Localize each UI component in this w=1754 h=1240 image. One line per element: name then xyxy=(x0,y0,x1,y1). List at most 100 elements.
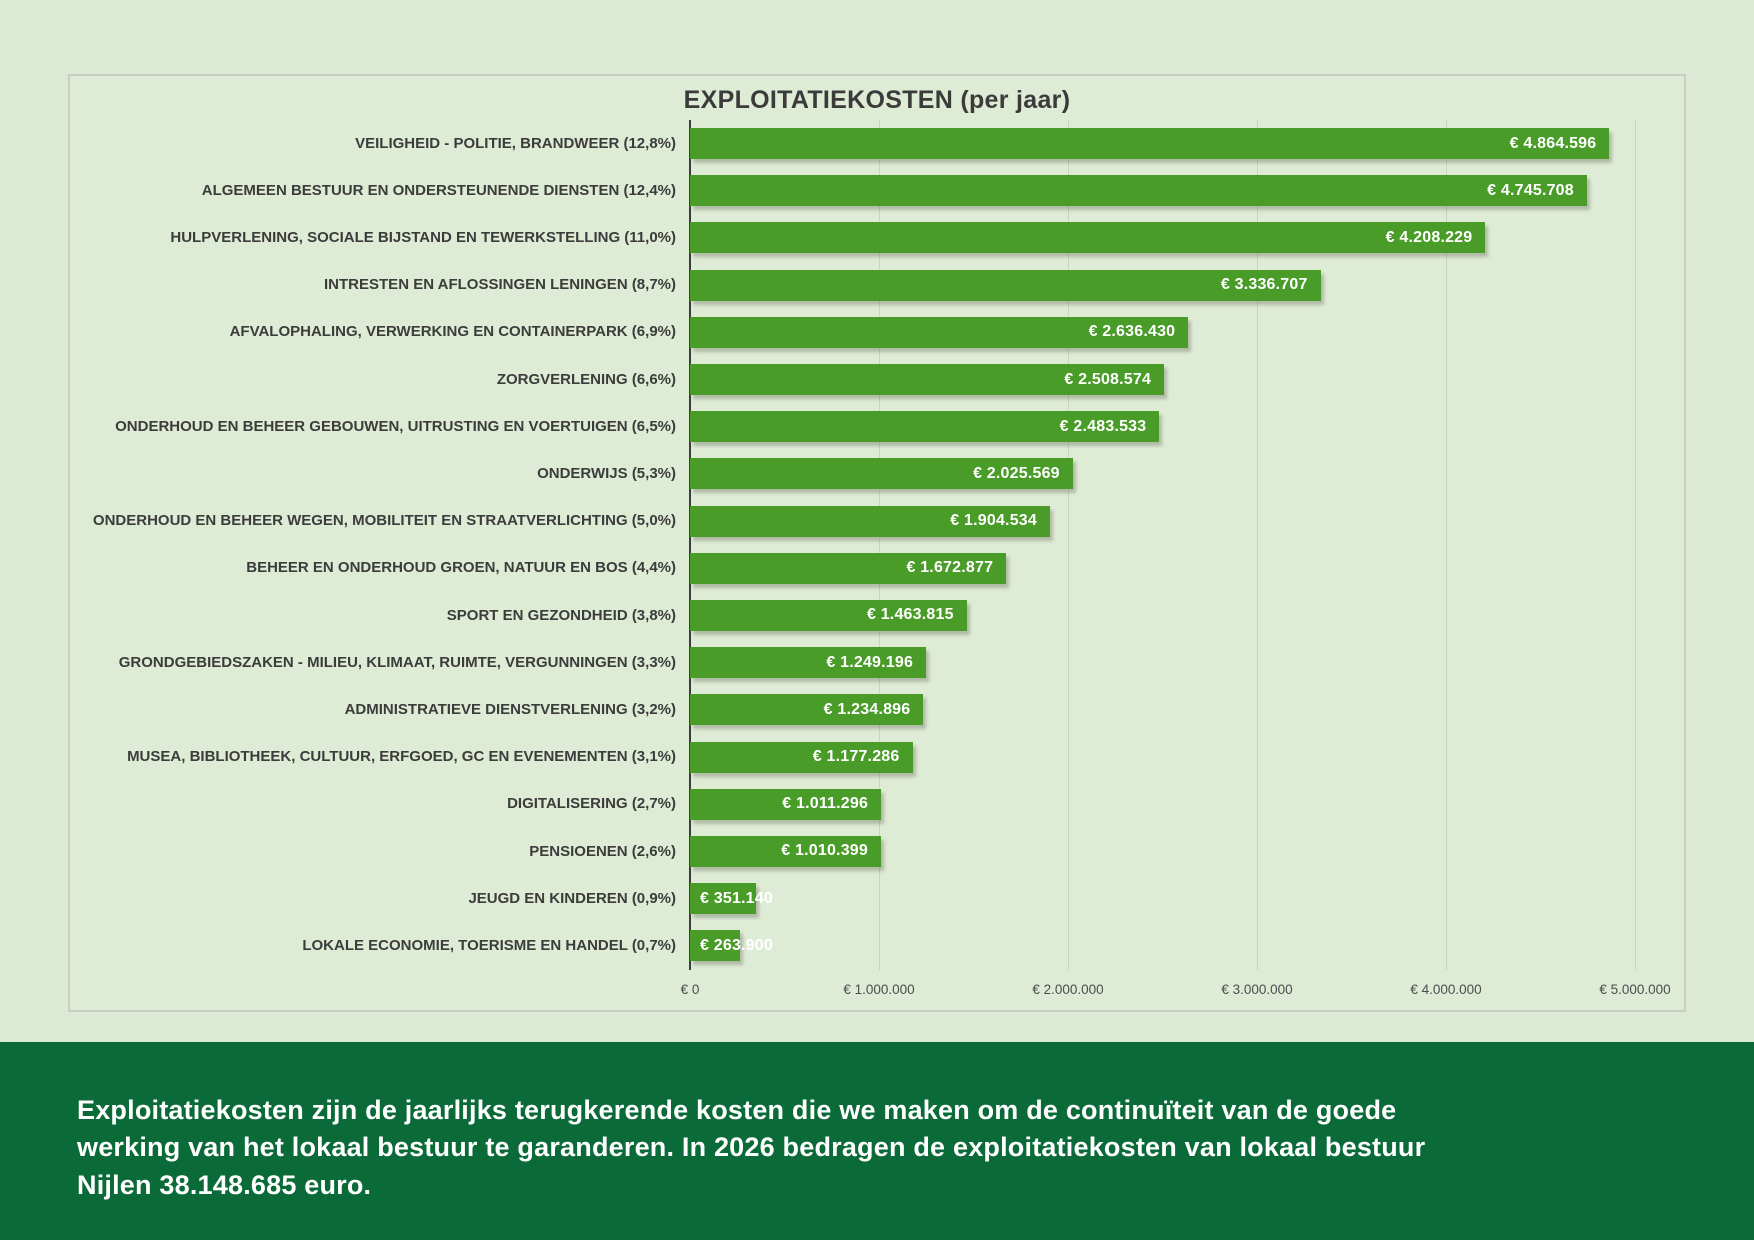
bar-row: MUSEA, BIBLIOTHEEK, CULTUUR, ERFGOED, GC… xyxy=(70,733,1684,780)
bar-value-label: € 4.208.229 xyxy=(1385,228,1473,246)
bar-row: ONDERHOUD EN BEHEER GEBOUWEN, UITRUSTING… xyxy=(70,403,1684,450)
category-label: VEILIGHEID - POLITIE, BRANDWEER (12,8%) xyxy=(355,134,676,152)
bar: € 1.011.296 xyxy=(690,788,882,820)
bar-track: € 4.745.708 xyxy=(690,175,1684,207)
gridline xyxy=(1446,120,1447,970)
bar-track: € 1.904.534 xyxy=(690,505,1684,537)
bar-row: DIGITALISERING (2,7%) € 1.011.296 xyxy=(70,781,1684,828)
category-label: ONDERWIJS (5,3%) xyxy=(537,465,676,483)
bar-track: € 1.463.815 xyxy=(690,599,1684,631)
bar: € 1.672.877 xyxy=(690,552,1007,584)
x-tick-label: € 4.000.000 xyxy=(1410,982,1482,997)
footer: Exploitatiekosten zijn de jaarlijks teru… xyxy=(0,1042,1754,1240)
bar-track: € 351.140 xyxy=(690,883,1684,915)
y-axis-line xyxy=(689,120,691,970)
bar-row: VEILIGHEID - POLITIE, BRANDWEER (12,8%) €… xyxy=(70,120,1684,167)
bar-track: € 1.234.896 xyxy=(690,694,1684,726)
category-label: ONDERHOUD EN BEHEER GEBOUWEN, UITRUSTING… xyxy=(115,417,676,435)
x-tick-label: € 2.000.000 xyxy=(1032,982,1104,997)
bar-rows: VEILIGHEID - POLITIE, BRANDWEER (12,8%) €… xyxy=(70,120,1684,970)
bar-value-label: € 1.249.196 xyxy=(826,653,914,671)
bar: € 2.483.533 xyxy=(690,411,1160,443)
plot-area: VEILIGHEID - POLITIE, BRANDWEER (12,8%) €… xyxy=(70,120,1686,997)
bar-row: ZORGVERLENING (6,6%) € 2.508.574 xyxy=(70,356,1684,403)
bar-track: € 2.636.430 xyxy=(690,316,1684,348)
gridlines xyxy=(689,120,1686,970)
bar-value-label: € 2.025.569 xyxy=(973,464,1060,482)
category-label: JEUGD EN KINDEREN (0,9%) xyxy=(468,889,676,907)
bar-track: € 4.208.229 xyxy=(690,222,1684,254)
bar: € 1.010.399 xyxy=(690,835,881,867)
footer-text: Exploitatiekosten zijn de jaarlijks teru… xyxy=(77,1095,1426,1200)
bar-row: BEHEER EN ONDERHOUD GROEN, NATUUR EN BOS… xyxy=(70,545,1684,592)
bar: € 2.508.574 xyxy=(690,364,1165,396)
bar: € 1.463.815 xyxy=(690,599,967,631)
category-label: INTRESTEN EN AFLOSSINGEN LENINGEN (8,7%) xyxy=(324,276,676,294)
bar: € 1.904.534 xyxy=(690,505,1050,537)
bar-track: € 1.011.296 xyxy=(690,788,1684,820)
bar-track: € 1.177.286 xyxy=(690,741,1684,773)
chart-title: EXPLOITATIEKOSTEN (per jaar) xyxy=(683,86,1071,114)
bar-row: ADMINISTRATIEVE DIENSTVERLENING (3,2%) € … xyxy=(70,686,1684,733)
bar-row: ALGEMEEN BESTUUR EN ONDERSTEUNENDE DIENS… xyxy=(70,167,1684,214)
bar: € 4.208.229 xyxy=(690,222,1486,254)
bar-value-label: € 1.010.399 xyxy=(781,842,868,860)
bar: € 2.636.430 xyxy=(690,316,1189,348)
category-label: PENSIOENEN (2,6%) xyxy=(529,842,676,860)
bar-value-label: € 2.483.533 xyxy=(1059,417,1147,435)
bar-track: € 1.010.399 xyxy=(690,835,1684,867)
bar-row: LOKALE ECONOMIE, TOERISME EN HANDEL (0,7… xyxy=(70,922,1684,969)
bar-row: ONDERWIJS (5,3%) € 2.025.569 xyxy=(70,450,1684,497)
bar-row: HULPVERLENING, SOCIALE BIJSTAND EN TEWER… xyxy=(70,214,1684,261)
category-label: LOKALE ECONOMIE, TOERISME EN HANDEL (0,7… xyxy=(302,936,676,954)
bar-track: € 1.672.877 xyxy=(690,552,1684,584)
bar-track: € 2.483.533 xyxy=(690,411,1684,443)
category-label: ONDERHOUD EN BEHEER WEGEN, MOBILITEIT EN… xyxy=(92,512,676,530)
bar-value-label: € 1.177.286 xyxy=(812,748,900,766)
bar-track: € 1.249.196 xyxy=(690,647,1684,679)
bar-track: € 2.508.574 xyxy=(690,364,1684,396)
bar: € 2.025.569 xyxy=(690,458,1073,490)
category-label: ALGEMEEN BESTUUR EN ONDERSTEUNENDE DIENS… xyxy=(201,181,676,199)
bar: € 4.745.708 xyxy=(690,175,1587,207)
bar-track: € 263.900 xyxy=(690,930,1684,962)
gridline xyxy=(1635,120,1636,970)
category-label: SPORT EN GEZONDHEID (3,8%) xyxy=(446,606,676,624)
bar-row: AFVALOPHALING, VERWERKING EN CONTAINERPA… xyxy=(70,309,1684,356)
bar-value-label: € 1.904.534 xyxy=(950,512,1037,530)
bar-row: GRONDGEBIEDSZAKEN - MILIEU, KLIMAAT, RUI… xyxy=(70,639,1684,686)
bar: € 1.177.286 xyxy=(690,741,913,773)
bar-value-label: € 351.140 xyxy=(700,889,773,907)
bar-value-label: € 4.745.708 xyxy=(1487,181,1574,199)
bar-value-label: € 1.234.896 xyxy=(823,700,911,718)
bar-track: € 4.864.596 xyxy=(690,128,1684,160)
bar-value-label: € 263.900 xyxy=(700,936,773,954)
gridline xyxy=(879,120,880,970)
bar-value-label: € 4.864.596 xyxy=(1509,134,1597,152)
category-label: HULPVERLENING, SOCIALE BIJSTAND EN TEWER… xyxy=(170,229,676,247)
category-label: MUSEA, BIBLIOTHEEK, CULTUUR, ERFGOED, GC… xyxy=(127,748,676,766)
category-label: ADMINISTRATIEVE DIENSTVERLENING (3,2%) xyxy=(344,700,676,718)
bar-row: SPORT EN GEZONDHEID (3,8%) € 1.463.815 xyxy=(70,592,1684,639)
gridline xyxy=(1068,120,1069,970)
bar-value-label: € 2.636.430 xyxy=(1088,323,1176,341)
x-tick-label: € 3.000.000 xyxy=(1221,982,1293,997)
x-axis: € 0 € 1.000.000 € 2.000.000 € 3.000.000 € 4.… xyxy=(681,982,1686,1006)
bar-row: ONDERHOUD EN BEHEER WEGEN, MOBILITEIT EN… xyxy=(70,498,1684,545)
x-tick-label: € 5.000.000 xyxy=(1599,982,1671,997)
category-label: GRONDGEBIEDSZAKEN - MILIEU, KLIMAAT, RUI… xyxy=(118,653,676,671)
bar-row: INTRESTEN EN AFLOSSINGEN LENINGEN (8,7%)… xyxy=(70,262,1684,309)
bar: € 3.336.707 xyxy=(690,269,1321,301)
x-tick-label: € 0 xyxy=(680,982,700,997)
category-label: DIGITALISERING (2,7%) xyxy=(507,795,676,813)
x-tick-label: € 1.000.000 xyxy=(843,982,915,997)
bar: € 1.234.896 xyxy=(690,694,924,726)
category-label: ZORGVERLENING (6,6%) xyxy=(496,370,676,388)
bar-value-label: € 2.508.574 xyxy=(1064,370,1152,388)
gridline xyxy=(1257,120,1258,970)
bar-value-label: € 1.672.877 xyxy=(906,559,994,577)
category-label: AFVALOPHALING, VERWERKING EN CONTAINERPA… xyxy=(229,323,676,341)
bar-row: JEUGD EN KINDEREN (0,9%) € 351.140 xyxy=(70,875,1684,922)
bar-value-label: € 1.011.296 xyxy=(782,795,869,813)
bar-value-label: € 1.463.815 xyxy=(866,606,954,624)
